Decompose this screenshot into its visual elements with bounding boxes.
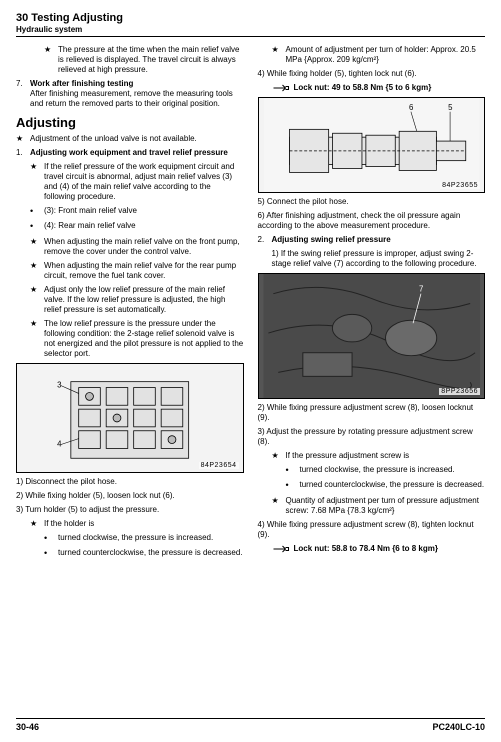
relief-valve-illustration: 6 5 [259, 98, 485, 192]
step-7-title: Work after finishing testing [30, 79, 133, 88]
svg-text:6: 6 [408, 103, 413, 112]
star-icon [30, 285, 40, 315]
figure-2-label: 84P23655 [440, 182, 480, 189]
valve-4: (4): Rear main relief valve [30, 221, 244, 232]
valve-3: (3): Front main relief valve [30, 206, 244, 217]
note-condition: The low relief pressure is the pressure … [30, 319, 244, 359]
locknut-spec-1: Lock nut: 49 to 58.8 Nm {5 to 6 kgm} [272, 83, 486, 93]
torque-arrow-icon [272, 83, 290, 93]
step-r4: 4) While fixing holder (5), tighten lock… [258, 69, 486, 79]
bullet-icon [30, 221, 40, 232]
svg-text:5: 5 [448, 103, 453, 112]
step-p2: 2) While fixing pressure adjustment scre… [258, 403, 486, 423]
step-r3: 3) Turn holder (5) to adjust the pressur… [16, 505, 244, 515]
holder-cw: turned clockwise, the pressure is increa… [44, 533, 244, 544]
right-column: Amount of adjustment per turn of holder:… [258, 45, 486, 563]
star-icon [272, 45, 282, 65]
note-pressure-display: The pressure at the time when the main r… [44, 45, 244, 75]
star-icon [30, 237, 40, 257]
page-header: 30 Testing Adjusting Hydraulic system [16, 12, 485, 37]
section-1: 1. Adjusting work equipment and travel r… [16, 148, 244, 158]
figure-1-label: 84P23654 [199, 462, 239, 469]
photo-1-label: 8PP23656 [439, 388, 480, 395]
svg-text:4: 4 [57, 439, 62, 448]
holder-ccw: turned counterclockwise, the pressure is… [44, 548, 244, 559]
adjusting-heading: Adjusting [16, 115, 244, 130]
bullet-icon [44, 533, 54, 544]
locknut-spec-2: Lock nut: 58.8 to 78.4 Nm {6 to 8 kgm} [272, 544, 486, 554]
note-front-pump: When adjusting the main relief valve on … [30, 237, 244, 257]
footer-page: 30-46 [16, 722, 39, 732]
screw-ccw: turned counterclockwise, the pressure is… [286, 480, 486, 491]
left-column: The pressure at the time when the main r… [16, 45, 244, 563]
step-p4: 4) While fixing pressure adjustment scre… [258, 520, 486, 540]
bullet-icon [30, 206, 40, 217]
note-holder-dir: If the holder is [30, 519, 244, 529]
note-unload-valve: Adjustment of the unload valve is not av… [16, 134, 244, 144]
step-p3: 3) Adjust the pressure by rotating press… [258, 427, 486, 447]
section-2: 2. Adjusting swing relief pressure [258, 235, 486, 245]
step-7-body: After finishing measurement, remove the … [30, 89, 233, 108]
star-icon [272, 496, 282, 516]
header-subtitle: Hydraulic system [16, 25, 485, 34]
bullet-icon [44, 548, 54, 559]
star-icon [16, 134, 26, 144]
step-r2: 2) While fixing holder (5), loosen lock … [16, 491, 244, 501]
note-adj-amount: Amount of adjustment per turn of holder:… [272, 45, 486, 65]
header-title: 30 Testing Adjusting [16, 12, 485, 24]
step-r6: 6) After finishing adjustment, check the… [258, 211, 486, 231]
swing-valve-photo: 7 [259, 274, 485, 398]
page-footer: 30-46 PC240LC-10 [16, 718, 485, 732]
step-r5: 5) Connect the pilot hose. [258, 197, 486, 207]
star-icon [44, 45, 54, 75]
note-screw-dir: If the pressure adjustment screw is [272, 451, 486, 461]
photo-1: 7 8PP23656 [258, 273, 486, 399]
bullet-icon [286, 480, 296, 491]
step-7: 7. Work after finishing testing After fi… [16, 79, 244, 109]
hydraulic-block-illustration: 3 4 [17, 364, 243, 472]
figure-1: 3 4 84P23654 [16, 363, 244, 473]
star-icon [30, 162, 40, 202]
star-icon [30, 261, 40, 281]
torque-arrow-icon [272, 544, 290, 554]
footer-model: PC240LC-10 [432, 722, 485, 732]
step-s2-1: 1) If the swing relief pressure is impro… [272, 249, 486, 269]
content-columns: The pressure at the time when the main r… [16, 45, 485, 563]
svg-text:7: 7 [418, 285, 422, 294]
bullet-icon [286, 465, 296, 476]
figure-2: 6 5 84P23655 [258, 97, 486, 193]
star-icon [30, 519, 40, 529]
star-icon [30, 319, 40, 359]
note-screw-amount: Quantity of adjustment per turn of press… [272, 496, 486, 516]
star-icon [272, 451, 282, 461]
note-rear-pump: When adjusting the main relief valve for… [30, 261, 244, 281]
svg-text:3: 3 [57, 380, 62, 389]
screw-cw: turned clockwise, the pressure is increa… [286, 465, 486, 476]
note-low-relief: Adjust only the low relief pressure of t… [30, 285, 244, 315]
note-relief-procedure: If the relief pressure of the work equip… [30, 162, 244, 202]
step-r1: 1) Disconnect the pilot hose. [16, 477, 244, 487]
